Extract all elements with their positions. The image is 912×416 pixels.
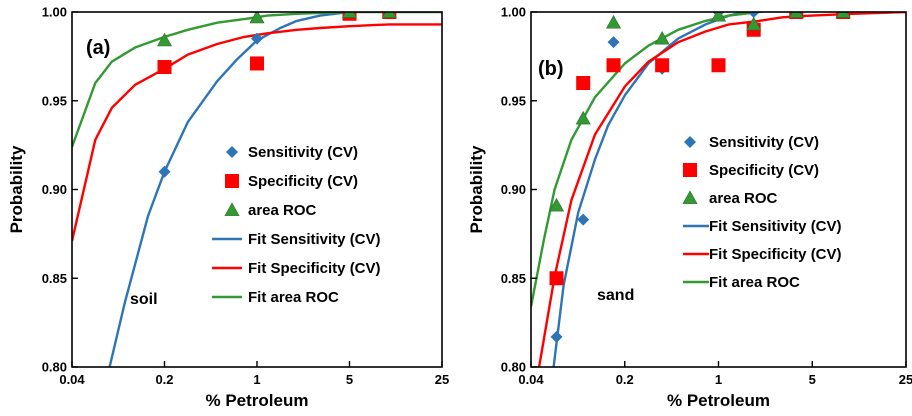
chart-b-legend: Sensitivity (CV) Specificity (CV) area ROC…	[682, 134, 842, 291]
chart-a-point-specificity-cv	[250, 56, 264, 71]
chart-a-point-area-roc	[156, 32, 173, 47]
chart-a-legend-label-fit-specificity-cv: Fit Specificity (CV)	[248, 260, 381, 277]
chart-a-x-tick-label: 5	[346, 372, 353, 387]
chart-a-legend-label-sensitivity-cv: Sensitivity (CV)	[248, 144, 358, 161]
chart-b-legend-marker-area-roc	[682, 190, 698, 204]
chart-a-y-axis-label: Probability	[7, 145, 26, 233]
chart-a-point-area-roc	[249, 12, 265, 24]
chart-b-point-area-roc	[835, 12, 851, 18]
chart-b-legend-label-sensitivity-cv: Sensitivity (CV)	[709, 134, 819, 151]
chart-b-point-area-roc	[549, 197, 565, 212]
chart-b-legend-label-fit-sensitivity-cv: Fit Sensitivity (CV)	[709, 218, 842, 235]
chart-b-legend-marker-sensitivity-cv	[684, 136, 696, 148]
chart-b-point-sensitivity-cv	[607, 36, 620, 49]
chart-a-legend-marker-specificity-cv	[225, 174, 239, 188]
chart-b-line-fit-area-roc	[531, 12, 767, 307]
chart-b-fit-lines	[531, 12, 906, 367]
chart-b-point-area-roc	[606, 15, 622, 29]
chart-a-point-sensitivity-cv	[158, 165, 171, 178]
chart-b-legend-label-fit-specificity-cv: Fit Specificity (CV)	[709, 246, 842, 263]
chart-b-x-tick-label: 1	[715, 372, 722, 387]
chart-b-x-tick-label: 0.2	[616, 372, 634, 387]
chart-a-x-tick-label: 0.04	[59, 372, 85, 387]
chart-a-point-sensitivity-cv	[251, 32, 263, 45]
chart-b-points	[549, 12, 851, 343]
chart-a-x-tick-label: 1	[253, 372, 260, 387]
chart-b-point-sensitivity-cv	[550, 330, 563, 343]
chart-a-x-tick-label: 25	[435, 372, 449, 387]
chart-b-y-tick-label: 1.00	[501, 5, 526, 20]
chart-b-point-sensitivity-cv	[747, 12, 760, 18]
chart-a-y-tick-label: 0.80	[42, 360, 67, 375]
chart-b-point-specificity-cv	[606, 58, 621, 73]
chart-b-point-area-roc	[710, 12, 727, 22]
chart-a-legend-label-fit-area-roc: Fit area ROC	[248, 289, 339, 306]
chart-a-point-area-roc	[381, 12, 397, 18]
chart-a-panel-label: (a)	[86, 37, 110, 59]
chart-b-point-area-roc	[746, 16, 762, 31]
chart-a-y-tick-label: 0.90	[42, 182, 67, 197]
chart-a-points	[156, 12, 397, 178]
chart-a-legend-label-fit-sensitivity-cv: Fit Sensitivity (CV)	[248, 231, 381, 248]
chart-b-x-tick-label: 0.04	[518, 372, 544, 387]
chart-a-point-area-roc	[341, 12, 358, 18]
chart-b-legend-label-area-roc: area ROC	[709, 190, 778, 207]
chart-a-legend-label-area-roc: area ROC	[248, 202, 317, 219]
chart-a-line-fit-specificity-cv	[72, 23, 442, 242]
chart-a-line-fit-area-roc	[72, 12, 442, 148]
chart-b-legend-label-specificity-cv: Specificity (CV)	[709, 162, 819, 179]
chart-b-panel-label: (b)	[538, 58, 564, 80]
chart-b-point-area-roc	[654, 31, 670, 45]
chart-a-point-specificity-cv	[157, 60, 172, 75]
chart-a-x-tick-label: 0.2	[155, 372, 173, 387]
chart-a-y-tick-label: 0.95	[42, 93, 67, 108]
chart-a-y-tick-label: 1.00	[42, 5, 67, 20]
chart-a-legend-marker-area-roc	[224, 202, 240, 216]
chart-a-legend-marker-sensitivity-cv	[226, 146, 238, 158]
chart-a-x-axis-label: % Petroleum	[206, 391, 309, 410]
chart-b-y-tick-label: 0.90	[501, 182, 526, 197]
chart-b-point-specificity-cv	[711, 58, 726, 73]
chart-b-y-axis-label: Probability	[467, 145, 486, 233]
chart-b-x-tick-label: 5	[809, 372, 816, 387]
chart-b-legend-marker-specificity-cv	[683, 163, 697, 177]
chart-b-line-fit-sensitivity-cv	[552, 12, 750, 367]
chart-a-legend-label-specificity-cv: Specificity (CV)	[248, 173, 358, 190]
chart-b-y-tick-label: 0.85	[501, 271, 526, 286]
chart-b-x-axis-label: % Petroleum	[667, 391, 770, 410]
chart-b-annotation: sand	[597, 287, 634, 304]
chart-b-y-tick-label: 0.80	[501, 360, 526, 375]
chart-a-legend: Sensitivity (CV) Specificity (CV) area ROC…	[212, 144, 381, 306]
chart-b-point-specificity-cv	[549, 271, 564, 286]
chart-b-point-area-roc	[788, 12, 804, 18]
chart-b-point-specificity-cv	[655, 58, 670, 73]
chart-b: 0.80 0.85 0.90 0.95 1.00 0.04 0.2 1 5 25 % Petrole…	[467, 5, 912, 411]
chart-b-point-specificity-cv	[576, 76, 591, 90]
chart-b-y-tick-label: 0.95	[501, 93, 526, 108]
chart-b-x-tick-label: 25	[899, 372, 912, 387]
chart-a-y-tick-label: 0.85	[42, 271, 67, 286]
chart-b-line-fit-specificity-cv	[537, 12, 906, 367]
chart-a-annotation: soil	[130, 291, 158, 308]
chart-b-point-sensitivity-cv	[577, 213, 590, 226]
chart-b-legend-label-fit-area-roc: Fit area ROC	[709, 274, 800, 291]
chart-b-point-area-roc	[575, 110, 591, 125]
chart-a: 0.80 0.85 0.90 0.95 1.00 0.04 0.2 1 5 25 % Petrole…	[7, 5, 449, 411]
